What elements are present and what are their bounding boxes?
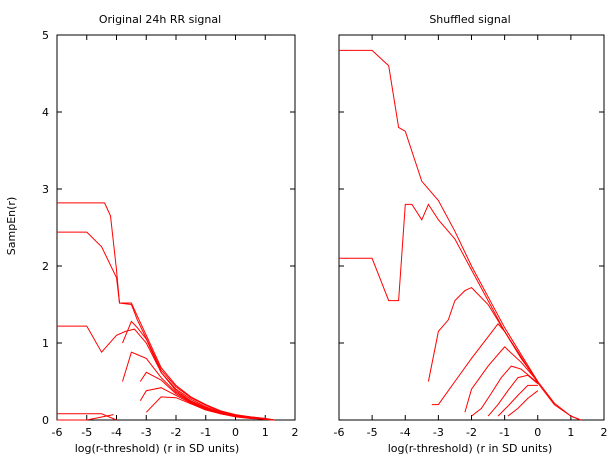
series-line-9 [57, 414, 114, 421]
y-tick-label: 5 [42, 29, 49, 42]
y-tick-label: 0 [42, 414, 49, 427]
plot-frame [338, 34, 605, 421]
x-axis-label-right: log(r-threshold) (r in SD units) [388, 442, 553, 455]
y-tick-label: 1 [42, 337, 49, 350]
series-line-4 [464, 346, 539, 413]
series-line-6 [139, 387, 275, 421]
x-tick-label: -3 [433, 426, 444, 439]
chart-panels: -6 -5 -4 -3 -2 -1 0 1 2 0 1 2 3 4 5 -6 -5 -4 -3 -2 -1 0 1 2 [42, 29, 608, 439]
x-axis-label-left: log(r-threshold) (r in SD units) [75, 442, 240, 455]
series-line-6 [487, 374, 539, 417]
series-line-3 [431, 323, 539, 406]
series-line-0 [339, 49, 581, 421]
x-tick-label: 2 [292, 426, 299, 439]
series-line-0 [57, 202, 275, 421]
series-line-5 [471, 365, 539, 417]
chart-title-left: Original 24h RR signal [99, 13, 221, 26]
plot-frame [56, 34, 296, 421]
x-tick-label: -2 [466, 426, 477, 439]
x-tick-label: -4 [400, 426, 411, 439]
series-line-1 [57, 231, 275, 421]
x-tick-label: 2 [601, 426, 608, 439]
series-line-7 [145, 396, 275, 421]
series-line-5 [139, 371, 275, 421]
x-tick-label: -1 [200, 426, 211, 439]
y-axis-label: SampEn(r) [5, 197, 18, 255]
x-tick-label: -5 [81, 426, 92, 439]
series-line-7 [497, 384, 538, 417]
x-tick-label: -4 [111, 426, 122, 439]
x-tick-label: -5 [367, 426, 378, 439]
series-line-8 [507, 390, 539, 417]
panel-0: -6 -5 -4 -3 -2 -1 0 1 2 0 1 2 3 4 5 [42, 29, 299, 439]
x-tick-label: -1 [499, 426, 510, 439]
series-line-8 [57, 413, 117, 421]
chart-title-right: Shuffled signal [429, 13, 510, 26]
y-tick-label: 3 [42, 183, 49, 196]
series-line-1 [339, 203, 581, 421]
x-tick-label: -2 [171, 426, 182, 439]
y-tick-label: 2 [42, 260, 49, 273]
x-tick-label: 0 [534, 426, 541, 439]
panel-1: -6 -5 -4 -3 -2 -1 0 1 2 [334, 34, 608, 439]
x-tick-label: -6 [334, 426, 345, 439]
x-tick-label: 0 [232, 426, 239, 439]
series-line-4 [122, 351, 275, 421]
x-tick-label: -6 [52, 426, 63, 439]
x-tick-label: -3 [141, 426, 152, 439]
y-tick-label: 4 [42, 106, 49, 119]
x-tick-label: 1 [567, 426, 574, 439]
series-line-2 [427, 287, 539, 382]
x-tick-label: 1 [262, 426, 269, 439]
